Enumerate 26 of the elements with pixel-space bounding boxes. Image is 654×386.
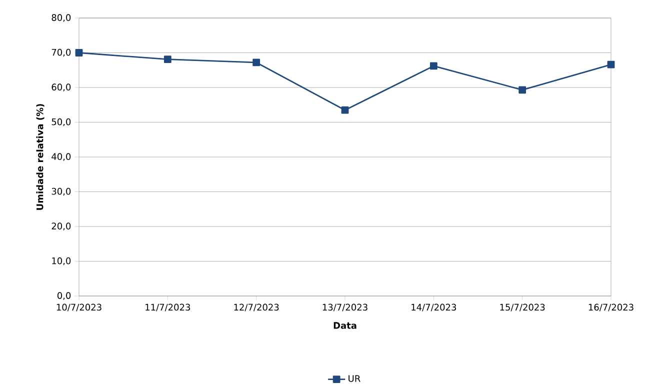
x-tick-label: 10/7/2023: [56, 304, 102, 312]
x-tick-label: 13/7/2023: [322, 304, 368, 312]
y-tick-label: 20,0: [52, 222, 71, 230]
point: [607, 60, 615, 68]
y-tick-label: 0,0: [57, 292, 71, 300]
y-tick-label: 60,0: [52, 84, 71, 92]
y-tick-label: 10,0: [52, 257, 71, 266]
x-tick-label: 12/7/2023: [234, 304, 279, 312]
point: [518, 86, 526, 94]
point: [164, 56, 172, 64]
point: [75, 49, 83, 56]
point: [341, 106, 349, 114]
point: [252, 58, 260, 66]
legend-label: UR: [348, 375, 360, 382]
y-tick-label: 30,0: [52, 188, 71, 196]
x-axis-title: Data: [334, 322, 356, 329]
y-axis-title: Umidade relativa (%): [36, 104, 44, 210]
x-tick-label: 11/7/2023: [146, 304, 190, 312]
y-tick-label: 80,0: [52, 14, 71, 22]
point: [430, 62, 438, 70]
y-tick-label: 50,0: [52, 118, 71, 126]
y-tick-label: 70,0: [52, 48, 71, 57]
y-tick-label: 40,0: [52, 153, 71, 161]
x-tick-label: 14/7/2023: [412, 304, 456, 312]
x-tick-label: 15/7/2023: [500, 304, 545, 312]
x-tick-label: 16/7/2023: [588, 304, 634, 312]
